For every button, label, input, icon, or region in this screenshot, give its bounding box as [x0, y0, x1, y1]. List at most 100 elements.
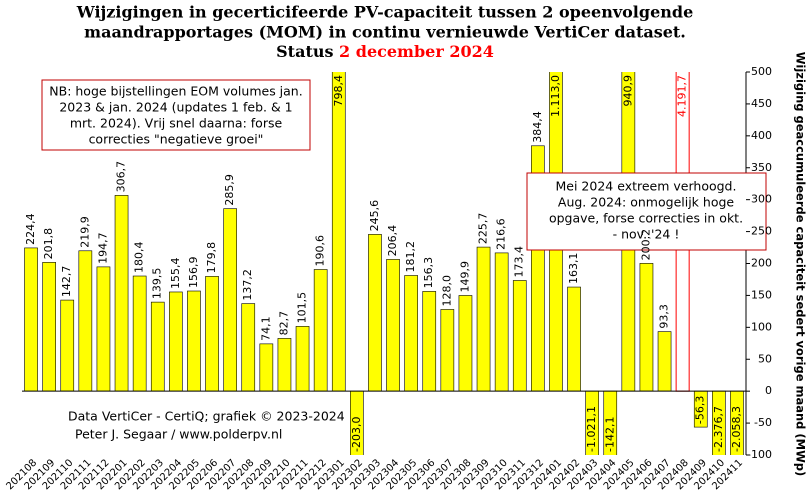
y-tick-label: 300	[751, 193, 772, 206]
value-label: -2.376,7	[712, 406, 725, 452]
bar	[205, 276, 219, 392]
bar	[114, 195, 129, 392]
value-label: 93,3	[658, 304, 671, 329]
value-label: 180,4	[133, 242, 146, 274]
bar	[42, 262, 56, 392]
value-label: 179,8	[205, 242, 218, 274]
y-tick-label: 500	[751, 65, 772, 78]
bar	[458, 295, 473, 392]
bar	[132, 275, 147, 392]
value-label: 128,0	[440, 275, 453, 307]
chart-status: Status 2 december 2024	[276, 42, 494, 61]
value-label: 245,6	[368, 200, 381, 232]
y-tick-label: 450	[751, 97, 772, 110]
value-label: 1.113,0	[549, 75, 562, 117]
value-label: 181,2	[404, 241, 417, 273]
y-tick-label: -100	[747, 448, 772, 461]
value-label: 225,7	[477, 213, 490, 245]
value-label: 285,9	[223, 174, 236, 206]
annotation-box	[41, 79, 311, 151]
y-tick-label: 0	[765, 384, 772, 397]
annotation: opgave, forse correcties in okt.	[549, 211, 743, 226]
y-axis-label: Wijziging geaccumuleerde capaciteit sede…	[794, 52, 808, 477]
bar	[96, 266, 111, 392]
bar	[476, 246, 491, 392]
value-label: 142,7	[60, 266, 73, 298]
value-label: 4.191,7	[676, 75, 689, 117]
value-label: 156,3	[422, 257, 435, 289]
value-label: -1.021,1	[585, 406, 598, 452]
y-tick-label: 350	[751, 161, 772, 174]
value-label: 155,4	[169, 257, 182, 289]
value-label: -2.058,3	[730, 406, 743, 452]
value-label: 156,9	[187, 257, 200, 289]
bar	[657, 331, 672, 392]
value-label: 201,8	[42, 228, 55, 260]
value-label: 224,4	[24, 213, 37, 245]
value-label: 798,4	[332, 75, 345, 107]
annotation-box	[526, 172, 767, 251]
bar	[150, 301, 165, 392]
annotation: Mei 2024 extreem verhoogd.	[556, 179, 737, 194]
value-label: 74,1	[259, 316, 272, 341]
value-label: -56,3	[694, 396, 707, 424]
value-label: 216,6	[495, 218, 508, 250]
status-date: 2 december 2024	[339, 42, 494, 61]
y-tick-label: 400	[751, 129, 772, 142]
annotation: - nov. '24 !	[613, 227, 680, 242]
bar	[241, 303, 256, 392]
bar	[277, 338, 292, 392]
bar	[404, 275, 418, 392]
value-label: 173,4	[513, 246, 526, 278]
bar	[313, 269, 328, 392]
value-label: 139,5	[151, 268, 164, 300]
bar	[567, 286, 581, 392]
annotation: 2023 & jan. 2024 (updates 1 feb. & 1	[59, 100, 292, 115]
annotation: NB: hoge bijstellingen EOM volumes jan.	[49, 84, 302, 99]
bar	[60, 299, 75, 392]
credit: Data VertiCer - CertiQ; grafiek © 2023-2…	[68, 409, 345, 424]
bar	[494, 252, 509, 392]
value-label: 82,7	[277, 311, 290, 336]
chart-title: maandrapportages (MOM) in continu vernie…	[84, 23, 686, 42]
value-label: 101,5	[296, 292, 309, 324]
value-label: -203,0	[350, 417, 363, 452]
bar	[223, 208, 237, 392]
value-label: 306,7	[115, 161, 128, 193]
value-label: 219,9	[78, 216, 91, 248]
value-label: 194,7	[96, 232, 109, 264]
value-label: 200,2	[639, 229, 652, 261]
bar	[386, 259, 400, 392]
bar	[24, 247, 38, 392]
value-label: 137,2	[241, 269, 254, 301]
bar	[440, 309, 455, 392]
value-label: 206,4	[386, 225, 399, 257]
chart-title: Wijzigingen in gecerticifeerde PV-capaci…	[76, 3, 694, 22]
bar	[187, 290, 201, 392]
value-label: 149,9	[458, 261, 471, 293]
annotation: correcties "negatieve groei"	[89, 132, 264, 147]
status-label: Status	[276, 42, 333, 61]
annotation: mrt. 2024). Vrij snel daarna: forse	[70, 116, 283, 131]
value-label: 163,1	[567, 253, 580, 285]
value-label: 940,9	[621, 75, 634, 107]
y-tick-label: 250	[751, 225, 772, 238]
bar	[512, 280, 527, 392]
bar	[259, 343, 274, 392]
annotation: Aug. 2024: onmogelijk hoge	[558, 195, 735, 210]
bar	[422, 291, 437, 392]
value-label: 384,4	[531, 111, 544, 143]
bar	[368, 234, 382, 392]
bar	[639, 263, 654, 392]
bar	[331, 72, 346, 392]
bar	[295, 326, 310, 392]
y-tick-label: 100	[751, 320, 772, 333]
credit: Peter J. Segaar / www.polderpv.nl	[75, 427, 282, 442]
bar	[169, 291, 183, 392]
bar	[78, 250, 93, 392]
value-label: -142,1	[603, 417, 616, 452]
y-tick-label: 200	[751, 257, 772, 270]
y-tick-label: 50	[758, 352, 772, 365]
y-tick-label: 150	[751, 288, 772, 301]
